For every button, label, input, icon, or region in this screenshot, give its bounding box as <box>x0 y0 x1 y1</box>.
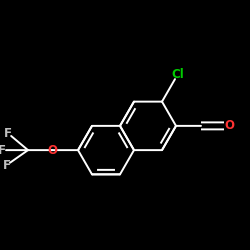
Text: O: O <box>47 144 57 156</box>
Text: Cl: Cl <box>171 68 184 81</box>
Text: F: F <box>4 127 12 140</box>
Text: O: O <box>224 120 234 132</box>
Text: F: F <box>0 144 6 156</box>
Text: F: F <box>3 158 11 172</box>
